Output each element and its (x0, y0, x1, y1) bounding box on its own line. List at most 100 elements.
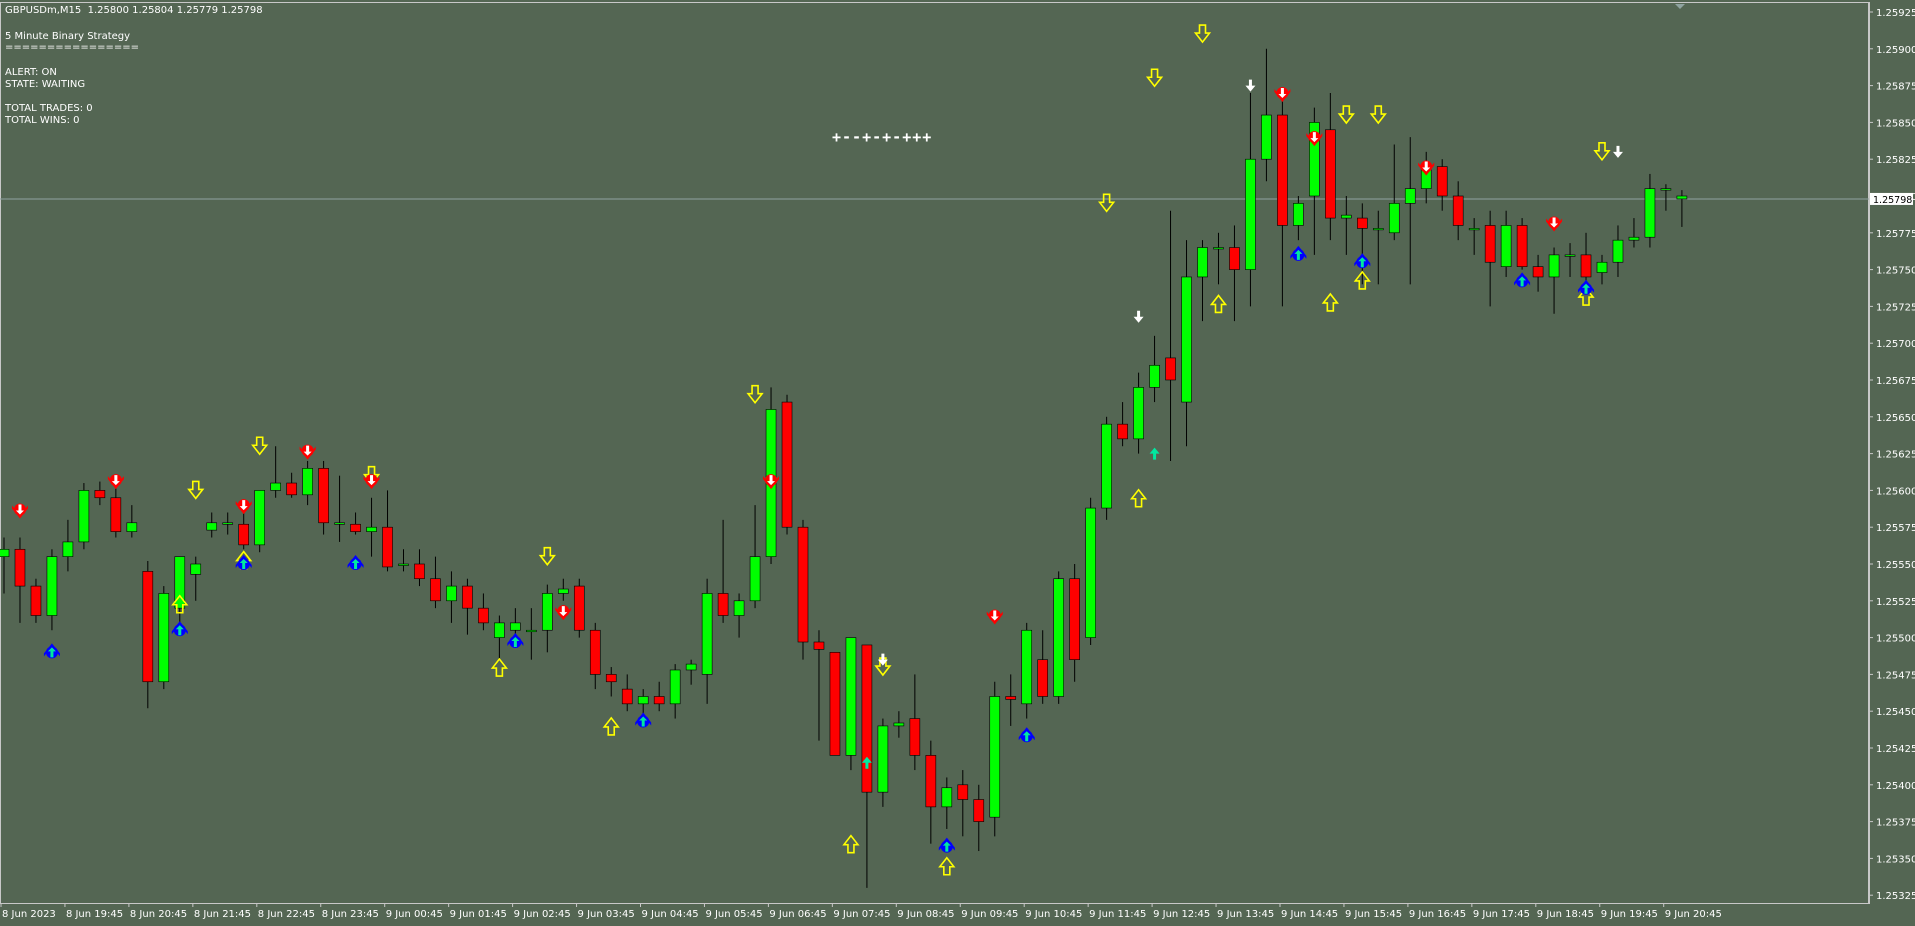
down-arrow-icon (1310, 132, 1319, 143)
bull-candle (190, 563, 202, 575)
y-tick-label: 1.25450 (1876, 707, 1915, 718)
y-tick-label: 1.25925 (1876, 8, 1915, 19)
down-arrow-icon (239, 500, 248, 511)
bear-candle (1516, 225, 1528, 267)
bull-candle (1021, 629, 1033, 705)
symbol-ohlc-line: GBPUSDm,M15 1.25800 1.25804 1.25779 1.25… (5, 5, 263, 16)
down-arrow-icon (303, 445, 312, 456)
up-arrow-icon (351, 559, 360, 569)
up-arrow-icon (1294, 249, 1303, 260)
x-tick-label: 8 Jun 2023 (2, 909, 56, 920)
blue-up-badge-arrow-icon (1018, 727, 1035, 743)
bull-candle (526, 629, 537, 633)
down-arrow-icon (15, 504, 24, 515)
buy-signal-arrow-icon (1209, 294, 1228, 314)
bear-candle (286, 482, 297, 496)
bear-candle (238, 523, 249, 546)
buy-signal-arrow-icon (171, 594, 189, 614)
x-tick-label: 9 Jun 19:45 (1601, 909, 1658, 920)
x-tick-label: 8 Jun 19:45 (66, 909, 123, 920)
sell-signal-arrow-icon (874, 657, 892, 677)
sell-signal-arrow-icon (1369, 105, 1387, 125)
red-down-badge-arrow-icon (763, 474, 780, 490)
bear-candle (462, 585, 473, 609)
bull-candle (637, 696, 649, 705)
blue-up-badge-arrow-icon (1290, 245, 1307, 261)
bull-candle (1085, 507, 1096, 638)
bull-candle (62, 541, 74, 557)
x-tick-label: 9 Jun 16:45 (1409, 909, 1466, 920)
y-tick-label: 1.25775 (1876, 229, 1915, 240)
blue-up-badge-arrow-icon (43, 643, 60, 659)
bull-candle (1309, 122, 1320, 197)
bear-candle (925, 755, 937, 808)
y-tick-label: 1.25725 (1876, 302, 1915, 313)
down-arrow-icon (990, 610, 999, 621)
bull-candle (1612, 239, 1624, 263)
down-arrow-icon (1422, 161, 1431, 172)
x-tick-label: 9 Jun 06:45 (769, 909, 826, 920)
y-tick-label: 1.25400 (1876, 781, 1915, 792)
bull-candle (398, 563, 409, 566)
bull-candle (206, 522, 218, 531)
sell-signal-arrow-icon (746, 384, 764, 405)
x-tick-label: 9 Jun 01:45 (450, 909, 507, 920)
total-trades: TOTAL TRADES: 0 (5, 103, 93, 114)
buy-signal-arrow-icon (1129, 488, 1148, 508)
blue-up-badge-arrow-icon (1578, 279, 1595, 295)
y-tick-label: 1.25625 (1876, 450, 1915, 461)
up-arrow-icon (1022, 731, 1031, 742)
chart-shift-marker (1675, 4, 1685, 9)
up-arrow-icon (639, 716, 648, 727)
bull-candle (877, 725, 889, 793)
state-status: STATE: WAITING (5, 79, 86, 90)
bear-candle (30, 585, 42, 616)
red-down-badge-arrow-icon (235, 499, 252, 515)
x-tick-label: 9 Jun 03:45 (578, 909, 635, 920)
bear-candle (1580, 254, 1592, 278)
bear-candle (350, 523, 361, 532)
buy-signal-arrow-icon (938, 856, 956, 876)
bull-candle (685, 663, 697, 671)
up-arrow-icon (239, 559, 248, 569)
down-arrow-icon (767, 475, 776, 486)
y-tick-label: 1.25475 (1876, 670, 1915, 681)
bull-candle (446, 585, 457, 602)
red-down-badge-arrow-icon (1274, 86, 1291, 102)
buy-signal-arrow-icon (602, 716, 620, 736)
signal-sequence-label: +--+-+-+++ (832, 128, 933, 146)
sell-signal-arrow-icon (1145, 68, 1164, 88)
down-arrow-icon (367, 475, 376, 486)
bear-candle (142, 571, 154, 683)
bull-candle (1213, 247, 1224, 250)
x-tick-label: 9 Jun 08:45 (897, 909, 954, 920)
bear-candle (797, 526, 809, 643)
alert-status: ALERT: ON (5, 67, 57, 78)
x-tick-label: 9 Jun 04:45 (642, 909, 699, 920)
bull-candle (1628, 236, 1640, 241)
y-tick-label: 1.25875 (1876, 82, 1915, 93)
bear-candle (1005, 696, 1017, 700)
sell-signal-arrow-icon (251, 436, 269, 456)
blue-up-badge-arrow-icon (1514, 272, 1531, 288)
bear-candle (717, 593, 729, 616)
bear-candle (318, 468, 329, 524)
teal-up-arrow-icon (1149, 447, 1160, 460)
plot-border (0, 2, 1869, 904)
bull-candle (270, 482, 281, 491)
buy-signal-arrow-icon (490, 657, 509, 677)
y-tick-label: 1.25825 (1876, 155, 1915, 166)
bull-candle (669, 669, 681, 705)
bull-candle (302, 468, 313, 496)
white-down-arrow-icon (1245, 79, 1256, 92)
x-tick-label: 9 Jun 02:45 (514, 909, 571, 920)
total-wins: TOTAL WINS: 0 (5, 115, 80, 126)
red-down-badge-arrow-icon (555, 605, 572, 621)
x-tick-label: 9 Jun 13:45 (1217, 909, 1274, 920)
strategy-name: 5 Minute Binary Strategy (5, 31, 131, 42)
sell-signal-arrow-icon (1097, 193, 1116, 213)
y-tick-label: 1.25350 (1876, 854, 1915, 865)
bull-candle (1245, 158, 1256, 270)
